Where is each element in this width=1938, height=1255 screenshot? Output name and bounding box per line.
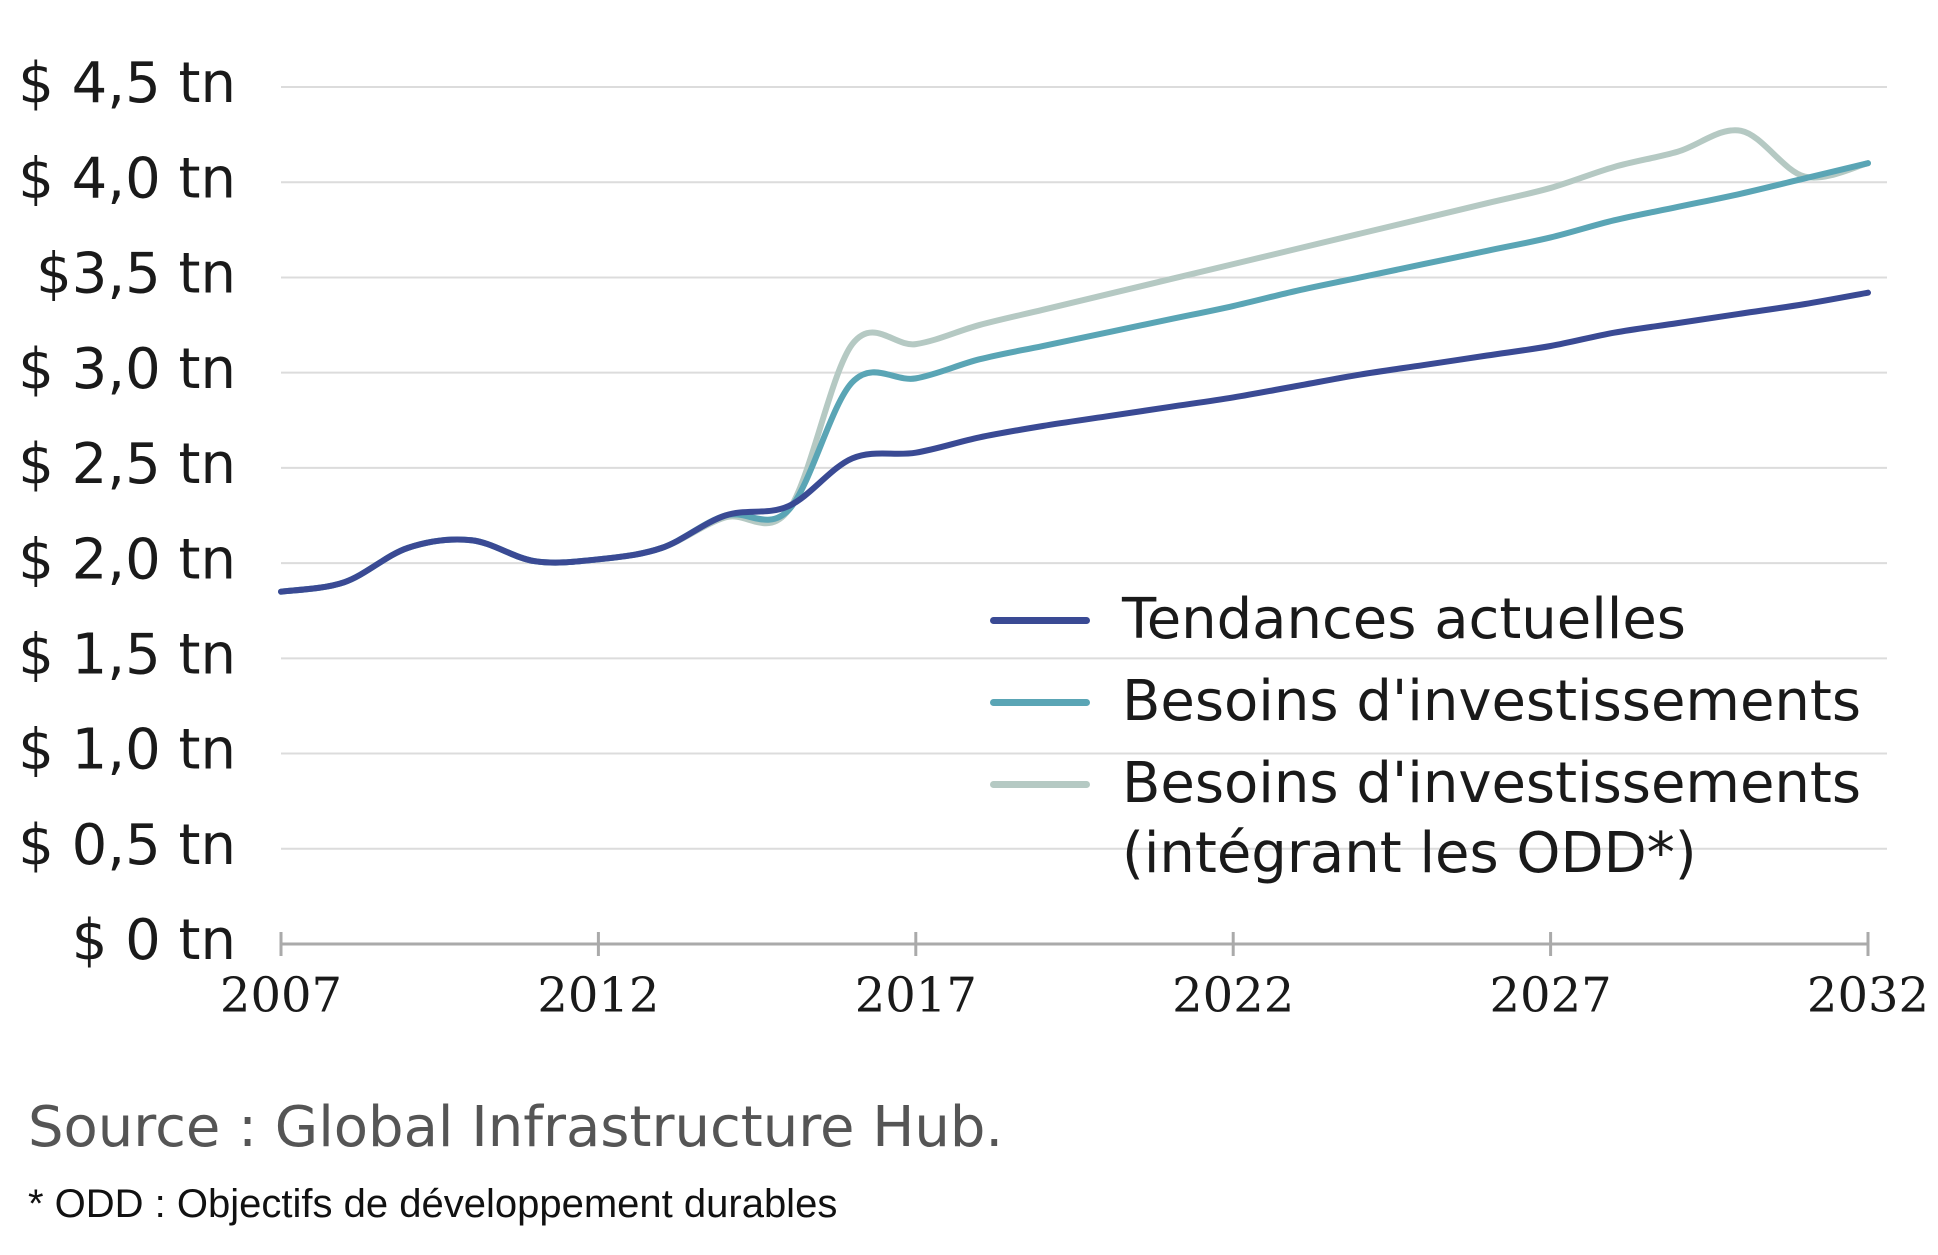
series-line <box>278 127 1871 595</box>
legend: Tendances actuelles Besoins d'investissem… <box>990 585 1890 901</box>
y-tick-label: $ 1,0 tn <box>18 718 236 783</box>
y-tick-label: $ 0 tn <box>72 908 236 973</box>
y-tick-label: $ 1,5 tn <box>18 622 236 687</box>
x-tick-label: 2022 <box>1172 968 1294 1024</box>
y-tick-label: $3,5 tn <box>36 242 236 307</box>
legend-label: Besoins d'investissements (intégrant les… <box>1122 751 1862 886</box>
x-tick-label: 2012 <box>537 968 659 1024</box>
legend-swatch <box>990 699 1090 706</box>
x-tick-label: 2027 <box>1490 968 1612 1024</box>
series-line <box>278 160 1871 595</box>
x-tick-label: 2032 <box>1807 968 1929 1024</box>
legend-label: Besoins d'investissements <box>1122 669 1862 734</box>
legend-swatch <box>990 617 1090 624</box>
footnote: * ODD : Objectifs de développement durab… <box>28 1182 838 1226</box>
y-tick-label: $ 2,0 tn <box>18 527 236 592</box>
legend-item: Besoins d'investissements (intégrant les… <box>990 749 1890 889</box>
source: Source : Global Infrastructure Hub. <box>28 1095 1004 1160</box>
y-tick-label: $ 2,5 tn <box>18 432 236 497</box>
series-line <box>278 289 1871 595</box>
x-tick-label: 2007 <box>220 968 342 1024</box>
legend-item: Besoins d'investissements <box>990 667 1890 737</box>
x-tick-label: 2017 <box>855 968 977 1024</box>
legend-swatch <box>990 781 1090 788</box>
y-tick-label: $ 3,0 tn <box>18 337 236 402</box>
legend-item: Tendances actuelles <box>990 585 1890 655</box>
y-tick-label: $ 0,5 tn <box>18 813 236 878</box>
y-tick-label: $ 4,5 tn <box>18 51 236 116</box>
y-tick-label: $ 4,0 tn <box>18 146 236 211</box>
legend-label: Tendances actuelles <box>1122 587 1686 652</box>
